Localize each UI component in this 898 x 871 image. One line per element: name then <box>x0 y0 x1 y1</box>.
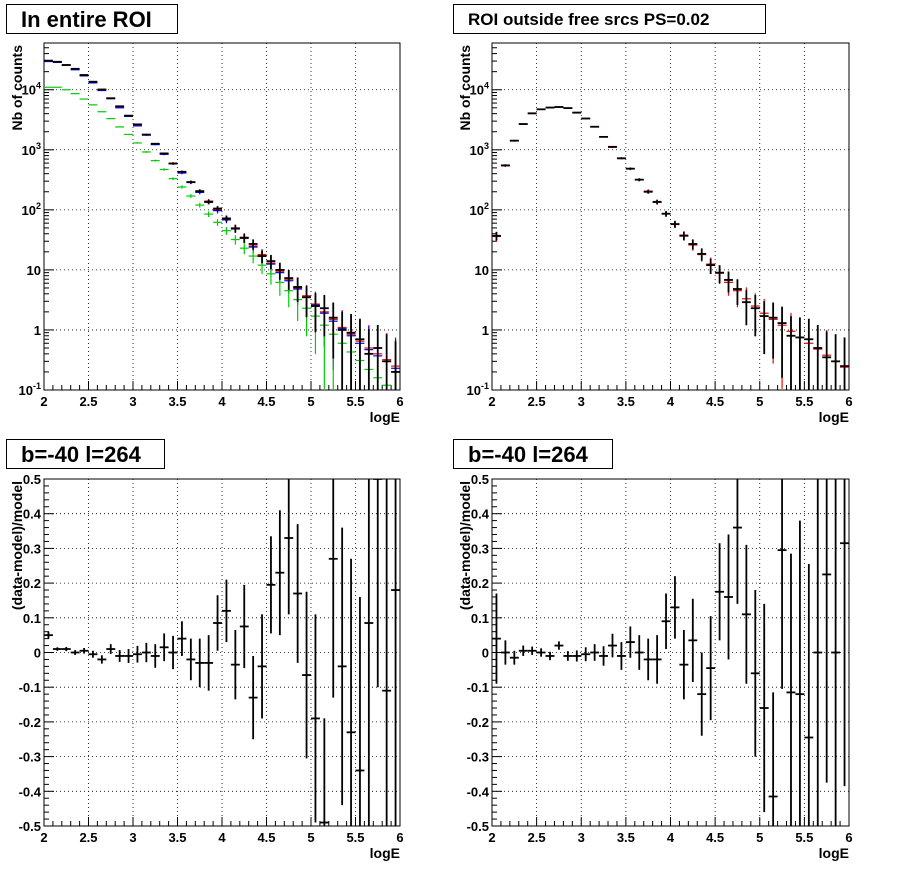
x-tick-label: 5.5 <box>795 394 813 409</box>
y-tick-label: -0.2 <box>467 715 489 730</box>
y-tick-label: 102 <box>470 201 489 218</box>
y-tick-label: 0.2 <box>471 576 489 591</box>
x-tick-label: 4.5 <box>257 394 275 409</box>
x-axis-title: logE <box>370 409 400 425</box>
y-tick-label: 0.1 <box>471 611 489 626</box>
x-tick-label: 2 <box>40 394 47 409</box>
x-tick-label: 6 <box>396 394 403 409</box>
y-tick-label: 104 <box>22 81 41 98</box>
x-axis-title: logE <box>819 409 849 425</box>
title-top-right: ROI outside free srcs PS=0.02 <box>453 4 766 34</box>
plot-frame <box>43 478 401 827</box>
x-tick-label: 2.5 <box>79 830 97 845</box>
x-axis-title: logE <box>370 845 400 861</box>
y-tick-label: -0.1 <box>467 680 489 695</box>
title-bottom-right: b=-40 l=264 <box>453 439 613 469</box>
plot-frame <box>43 42 401 391</box>
title-top-left: In entire ROI <box>6 4 178 34</box>
y-tick-label: 10 <box>475 263 489 278</box>
x-tick-label: 5 <box>307 830 314 845</box>
x-tick-label: 4.5 <box>257 830 275 845</box>
y-tick-label: 0.5 <box>471 472 489 487</box>
y-tick-label: -0.3 <box>467 750 489 765</box>
x-tick-label: 3.5 <box>168 830 186 845</box>
y-tick-label: 0.3 <box>471 541 489 556</box>
x-tick-label: 2.5 <box>79 394 97 409</box>
y-tick-label: 0.2 <box>23 576 41 591</box>
y-tick-label: -0.4 <box>467 784 490 799</box>
plot-frame <box>491 42 850 391</box>
x-tick-label: 2.5 <box>528 394 546 409</box>
x-tick-label: 4 <box>218 394 226 409</box>
y-tick-label: 1 <box>482 323 489 338</box>
x-axis-title: logE <box>819 845 849 861</box>
y-tick-label: 0.5 <box>23 472 41 487</box>
x-tick-label: 4.5 <box>706 830 724 845</box>
y-axis-title: (data-model)/model <box>457 481 473 610</box>
x-tick-label: 5 <box>756 830 763 845</box>
y-tick-label: 0 <box>482 646 489 661</box>
y-tick-label: 10-1 <box>19 381 41 398</box>
x-tick-label: 2 <box>488 394 495 409</box>
plot-frame <box>491 478 850 827</box>
y-tick-label: 0.4 <box>471 507 490 522</box>
y-tick-label: 0.4 <box>23 507 42 522</box>
x-tick-label: 6 <box>845 394 852 409</box>
x-tick-label: 3 <box>129 830 136 845</box>
y-tick-label: -0.5 <box>19 819 41 834</box>
y-axis-title: Nb of counts <box>9 45 25 131</box>
x-tick-label: 2.5 <box>528 830 546 845</box>
x-tick-label: 3 <box>129 394 136 409</box>
y-axis-title: Nb of counts <box>457 45 473 131</box>
x-tick-label: 4 <box>667 830 675 845</box>
x-tick-label: 5.5 <box>346 830 364 845</box>
y-tick-label: 0.1 <box>23 611 41 626</box>
y-tick-label: 10-1 <box>467 381 489 398</box>
y-tick-label: -0.2 <box>19 715 41 730</box>
x-tick-label: 3 <box>578 394 585 409</box>
y-tick-label: 103 <box>470 141 489 158</box>
x-tick-label: 6 <box>396 830 403 845</box>
y-tick-label: 103 <box>22 141 41 158</box>
x-tick-label: 2 <box>488 830 495 845</box>
x-tick-label: 5.5 <box>795 830 813 845</box>
x-tick-label: 6 <box>845 830 852 845</box>
y-tick-label: 0 <box>34 646 41 661</box>
y-tick-label: -0.5 <box>467 819 489 834</box>
x-tick-label: 3.5 <box>617 394 635 409</box>
title-bottom-left: b=-40 l=264 <box>6 439 165 469</box>
y-tick-label: -0.3 <box>19 750 41 765</box>
x-tick-label: 5 <box>307 394 314 409</box>
x-tick-label: 5.5 <box>346 394 364 409</box>
x-tick-label: 3.5 <box>168 394 186 409</box>
y-tick-label: 1 <box>34 323 41 338</box>
x-tick-label: 5 <box>756 394 763 409</box>
y-tick-label: 102 <box>22 201 41 218</box>
x-tick-label: 3 <box>578 830 585 845</box>
x-tick-label: 4 <box>667 394 675 409</box>
y-tick-label: 0.3 <box>23 541 41 556</box>
x-tick-label: 4.5 <box>706 394 724 409</box>
x-tick-label: 3.5 <box>617 830 635 845</box>
y-tick-label: 10 <box>27 263 41 278</box>
y-tick-label: 104 <box>470 81 489 98</box>
y-tick-label: -0.1 <box>19 680 41 695</box>
x-tick-label: 2 <box>40 830 47 845</box>
y-axis-title: (data-model)/model <box>9 481 25 610</box>
y-tick-label: -0.4 <box>19 784 42 799</box>
x-tick-label: 4 <box>218 830 226 845</box>
